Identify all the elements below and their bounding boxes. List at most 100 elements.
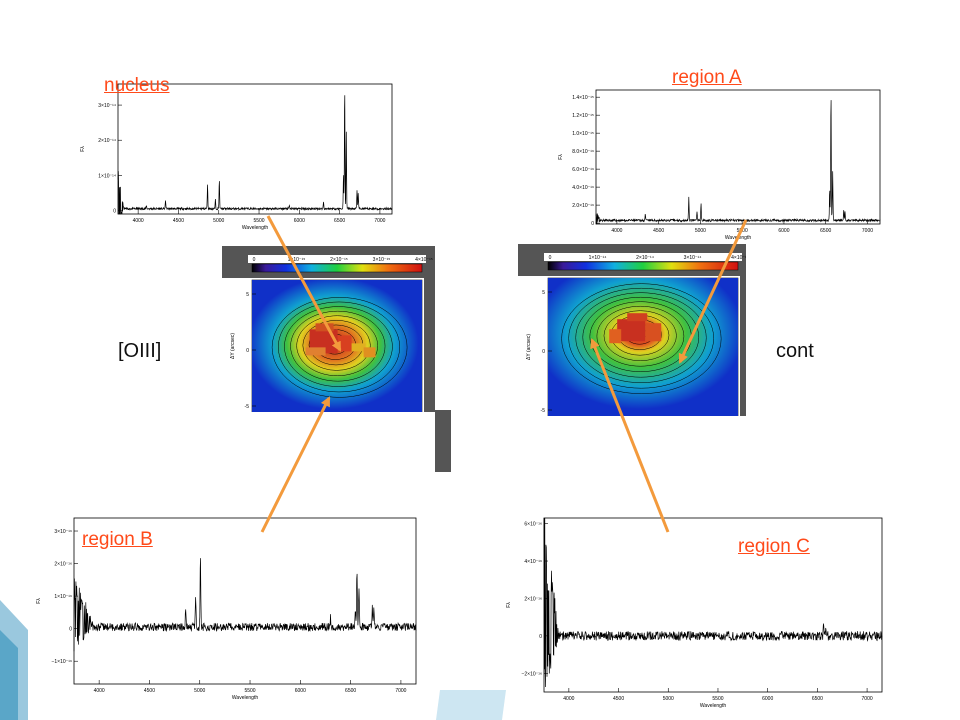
x-tick-label: 4500 [613, 696, 624, 702]
colorbar-tick-label: 2×10⁻¹⁴ [636, 255, 654, 261]
map-emission [548, 278, 738, 416]
y-axis-label: Fλ [80, 146, 86, 152]
colorbar-tick-label: 4×10⁻¹⁵ [415, 257, 433, 263]
colorbar-tick-label: 1×10⁻¹⁵ [288, 257, 306, 263]
colorbar-tick-label: 1×10⁻¹⁴ [589, 255, 607, 261]
y-tick-label: 4.0×10⁻¹⁶ [572, 185, 594, 191]
map-core-pixel [337, 335, 352, 352]
x-tick-label: 6500 [345, 688, 356, 694]
x-axis-label: Wavelength [725, 235, 751, 241]
y-tick-label: 2×10⁻¹⁶ [54, 562, 72, 568]
y-tick-label: 4×10⁻¹⁶ [524, 559, 542, 565]
label-nucleus[interactable]: nucleus [104, 75, 170, 96]
x-tick-label: 4000 [133, 218, 144, 224]
label-cont: cont [776, 340, 814, 362]
x-axis-label: Wavelength [242, 225, 268, 231]
y-tick-label: 1.4×10⁻¹⁵ [572, 95, 594, 101]
label-region-a[interactable]: region A [672, 67, 742, 88]
map-core-pixel [617, 319, 646, 342]
y-tick-label: 0 [69, 627, 72, 633]
y-tick-label: 0 [591, 221, 594, 227]
map-core-pixel [645, 323, 662, 342]
map-y-axis-label: ΔY (arcsec) [230, 333, 236, 359]
colorbar-tick-label: 0 [549, 255, 552, 261]
x-tick-label: 6000 [762, 696, 773, 702]
y-tick-label: 1×10⁻¹⁴ [98, 173, 116, 179]
x-tick-label: 6500 [820, 228, 831, 234]
y-axis-label: Fλ [506, 602, 512, 608]
y-tick-label: 1×10⁻¹⁶ [54, 594, 72, 600]
x-tick-label: 4500 [653, 228, 664, 234]
map-y-tick-label: 5 [246, 292, 249, 298]
map-oiii-panel-tail [435, 410, 451, 472]
x-tick-label: 7000 [395, 688, 406, 694]
x-tick-label: 6000 [778, 228, 789, 234]
x-tick-label: 7000 [374, 218, 385, 224]
spectrum-region-c-chart: 4000 4500 5000 5500 6000 6500 7000 −2×10⁻¹⁶ 0 2×1… [506, 517, 883, 709]
x-axis-label: Wavelength [232, 695, 258, 701]
spectrum-line [117, 95, 393, 215]
map-cont: 0 1×10⁻¹⁴ 2×10⁻¹⁴ 3×10⁻¹⁴ 4×10⁻¹⁴ 5 0 -5 ΔY (arc… [518, 253, 746, 416]
spectrum-region-a: 4000 4500 5000 5500 6000 6500 7000 0 2.0×10⁻¹⁶ 4.… [548, 84, 888, 244]
colorbar [251, 263, 423, 273]
y-tick-label: 1.2×10⁻¹⁵ [572, 113, 594, 119]
x-tick-label: 5000 [213, 218, 224, 224]
x-tick-label: 5000 [663, 696, 674, 702]
y-tick-label: 2×10⁻¹⁶ [524, 596, 542, 602]
y-tick-label: −2×10⁻¹⁶ [521, 671, 542, 677]
map-y-tick-label: 0 [542, 349, 545, 355]
x-tick-label: 4000 [563, 696, 574, 702]
colorbar-tick-label: 2×10⁻¹⁵ [330, 257, 348, 263]
x-tick-label: 5500 [712, 696, 723, 702]
y-tick-label: 0 [539, 634, 542, 640]
y-tick-label: 6.0×10⁻¹⁶ [572, 167, 594, 173]
y-tick-label: −1×10⁻¹⁶ [51, 659, 72, 665]
map-core-pixel [363, 347, 376, 358]
y-axis-label: Fλ [36, 598, 42, 604]
x-tick-label: 6500 [812, 696, 823, 702]
spectrum-nucleus-chart: 4000 4500 5000 5500 6000 6500 7000 0 1×10⁻¹⁴ 2×10… [80, 83, 393, 231]
map-y-tick-label: -5 [541, 408, 546, 414]
map-y-tick-label: -5 [245, 404, 250, 410]
x-tick-label: 7000 [862, 228, 873, 234]
x-tick-label: 6500 [334, 218, 345, 224]
y-tick-label: 1.0×10⁻¹⁵ [572, 131, 594, 137]
map-core-pixel [351, 343, 366, 352]
label-oiii: [OIII] [118, 340, 162, 362]
spectrum-region-b: 4000 4500 5000 5500 6000 6500 7000 −1×10⁻¹⁶ 0 1×1… [28, 512, 423, 708]
x-tick-label: 6000 [295, 688, 306, 694]
spectrum-region-a-chart: 4000 4500 5000 5500 6000 6500 7000 0 2.0×10⁻¹⁶ 4.… [558, 89, 881, 241]
colorbar-tick-label: 3×10⁻¹⁴ [684, 255, 702, 261]
spectrum-region-c: 4000 4500 5000 5500 6000 6500 7000 −2×10⁻¹⁶ 0 2×1… [498, 512, 890, 718]
y-tick-label: 2×10⁻¹⁴ [98, 138, 116, 144]
y-tick-label: 0 [113, 208, 116, 214]
y-tick-label: 2.0×10⁻¹⁶ [572, 203, 594, 209]
map-y-tick-label: 5 [542, 290, 545, 296]
x-tick-label: 5500 [244, 688, 255, 694]
x-tick-label: 5000 [194, 688, 205, 694]
map-y-axis-label: ΔY (arcsec) [526, 334, 532, 360]
y-tick-label: 6×10⁻¹⁶ [524, 522, 542, 528]
decorative-corner-shape [0, 600, 28, 720]
x-tick-label: 5500 [253, 218, 264, 224]
colorbar-tick-label: 3×10⁻¹⁵ [373, 257, 391, 263]
y-tick-label: 3×10⁻¹⁶ [54, 529, 72, 535]
y-axis-label: Fλ [558, 154, 564, 160]
label-region-b[interactable]: region B [82, 529, 153, 550]
x-tick-label: 4000 [94, 688, 105, 694]
x-tick-label: 4500 [144, 688, 155, 694]
map-core-pixel [305, 347, 326, 356]
label-region-c[interactable]: region C [738, 536, 810, 557]
y-tick-label: 8.0×10⁻¹⁶ [572, 149, 594, 155]
colorbar-tick-label: 0 [253, 257, 256, 263]
colorbar-label-strip [544, 253, 742, 261]
spectrum-line [73, 558, 417, 652]
spectrum-line [543, 517, 883, 688]
x-tick-label: 6000 [294, 218, 305, 224]
decorative-bottom-shape [436, 690, 506, 720]
colorbar-tick-label: 4×10⁻¹⁴ [731, 255, 746, 261]
map-core-pixel [609, 329, 622, 344]
x-tick-label: 4000 [611, 228, 622, 234]
x-tick-label: 7000 [862, 696, 873, 702]
